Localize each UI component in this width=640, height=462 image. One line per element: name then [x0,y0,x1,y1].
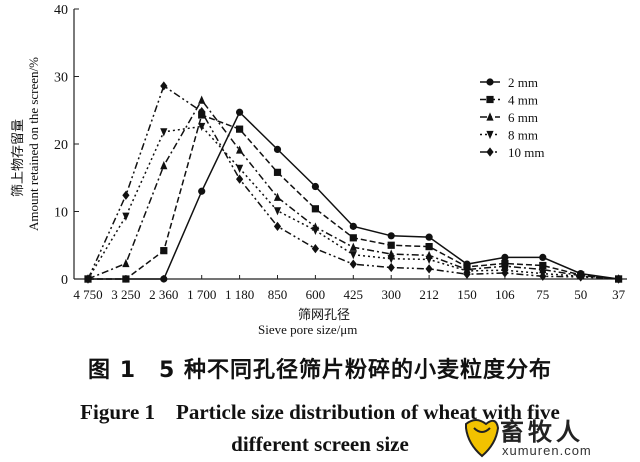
data-point [198,107,206,117]
data-point [273,207,282,216]
data-point [273,192,282,201]
y-tick-label: 40 [54,3,68,18]
x-tick-label: 1 700 [187,287,216,302]
x-tick-label: 212 [419,287,439,302]
y-tick-label: 20 [54,138,68,153]
data-point [236,108,244,116]
data-point [160,128,168,137]
y-axis-label-english: Amount retained on the screen/% [26,57,41,231]
data-point [425,255,433,265]
data-point [387,232,395,240]
data-point [198,122,206,132]
x-tick-label: 106 [495,287,515,302]
data-point [236,125,244,133]
legend-label: 10 mm [508,145,544,160]
data-point [273,168,282,176]
figure-caption-chinese: 图 1 5 种不同孔径筛片粉碎的小麦粒度分布 [88,358,552,383]
x-axis-label-english: Sieve pore size/μm [258,322,357,337]
data-point [198,95,206,104]
x-tick-label: 75 [536,287,549,302]
data-point [236,164,244,173]
data-point [425,243,433,251]
x-tick-label: 2 360 [149,287,178,302]
data-point [236,174,244,184]
data-point [273,221,282,231]
data-point [160,247,168,255]
x-tick-label: 850 [268,287,288,302]
data-point [236,145,244,154]
data-point [387,262,395,273]
data-point [387,241,395,249]
data-point [198,187,206,195]
x-tick-label: 150 [457,287,477,302]
y-tick-label: 30 [54,71,68,86]
legend-marker [486,147,494,157]
data-point [349,259,357,269]
legend-label: 2 mm [508,75,538,90]
data-point [577,272,585,282]
x-tick-label: 1 180 [225,287,254,302]
data-point [311,182,319,191]
data-point [349,251,357,260]
x-tick-label: 37 [612,287,626,302]
data-point [387,255,395,264]
x-axis-label-chinese: 筛网孔径 [298,308,350,323]
data-point [311,205,319,213]
legend-marker [486,112,494,121]
data-point [273,145,282,153]
x-tick-label: 300 [381,287,401,302]
data-point [463,269,471,279]
x-tick-label: 50 [574,287,587,302]
data-point [311,226,319,235]
line-chart: 0 10 20 30 40 4 750 3 250 2 360 1 700 1 180 850 600… [11,3,627,337]
watermark-url: xumuren.com [502,443,592,458]
data-point [501,253,509,261]
data-point [122,212,130,221]
data-point [84,274,92,284]
legend-marker [486,78,494,86]
data-point [349,222,357,230]
data-point [160,161,168,170]
x-tick-label: 600 [306,287,326,302]
data-point [615,274,623,284]
data-point [349,242,357,251]
data-point [425,233,433,241]
legend-label: 6 mm [508,110,538,125]
legend-marker [486,130,494,140]
data-point [501,268,509,278]
figure-caption-english-line2: different screen size [231,432,409,456]
data-point [122,190,130,200]
series-10-mm [84,81,623,284]
data-point [160,81,168,91]
data-point [122,275,130,283]
data-point [311,244,319,254]
x-tick-label: 3 250 [111,287,140,302]
x-tick-label: 425 [344,287,364,302]
legend-label: 4 mm [508,93,538,108]
x-tick-label: 4 750 [73,287,102,302]
legend-marker [486,95,494,104]
y-tick-label: 0 [61,273,68,288]
watermark-name: 畜牧人 [500,418,584,446]
data-point [425,264,433,274]
data-point [539,271,547,281]
data-point [122,258,130,268]
legend-label: 8 mm [508,128,538,143]
watermark-logo-icon [465,419,500,458]
data-point [539,253,547,261]
y-tick-label: 10 [54,206,68,221]
data-point [160,275,168,283]
y-axis-label-chinese: 筛上物存留量 [11,119,26,197]
data-point [349,234,357,242]
